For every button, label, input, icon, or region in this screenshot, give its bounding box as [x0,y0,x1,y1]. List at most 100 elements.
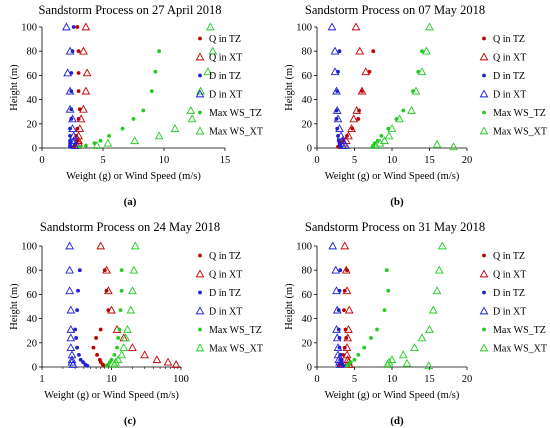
legend-marker [198,253,202,258]
y-axis-label: Height (m) [9,64,20,111]
data-point [417,67,427,76]
data-point [163,357,173,366]
data-point [154,131,164,140]
data-point [342,308,346,313]
legend-label: D in XT [209,307,242,318]
series-q-in-xt [340,241,354,368]
data-point [98,138,103,143]
legend-entry-d-in-tz: D in TZ [482,71,525,82]
series-max-ws-tz [345,268,391,368]
data-point [92,141,102,149]
data-point [383,360,392,368]
chart-panel-2: Sandstorm Process on 07 May 2018 0 20 40 60 8… [284,3,547,208]
legend-marker [195,126,205,135]
x-axis-label: Weight (g) or Wind Speed (m/s) [44,390,179,401]
series-d-in-xt [65,241,78,368]
x-tick-label: 10 [387,155,398,166]
legend-marker [198,110,202,115]
data-point [66,305,76,314]
y-tick-label: 0 [307,144,312,155]
data-point [94,336,98,340]
data-point [110,360,119,368]
data-point [157,49,162,54]
data-point [96,241,106,250]
series-d-in-tz [334,49,343,149]
data-point [65,86,75,95]
data-point [66,333,76,342]
legend-marker [195,269,205,278]
x-tick-label: 15 [424,155,435,166]
data-point [117,327,122,332]
y-tick-label: 40 [302,314,313,325]
data-point [401,108,406,113]
data-point [76,71,81,75]
data-point [332,333,342,342]
y-tick-label: 100 [296,242,312,253]
series-max-ws-xt [432,139,458,151]
series-max-ws-tz [104,268,124,368]
legend-marker [198,36,202,41]
data-point [332,305,342,314]
data-point [131,117,136,121]
data-point [121,333,131,342]
data-point [332,105,342,114]
data-point [331,265,341,274]
data-point [187,114,197,123]
data-point [205,22,215,31]
x-tick-label: 5 [352,374,357,385]
data-point [153,69,158,74]
data-point [424,361,434,370]
chart-title: Sandstorm Process on 31 May 2018 [305,220,485,234]
legend-marker [482,110,486,115]
data-point [387,355,397,364]
data-point [208,46,218,55]
data-point [76,89,81,94]
data-point [70,141,80,149]
data-point [362,345,367,350]
y-tick-label: 20 [27,338,38,349]
legend-label: Max WS_TZ [493,108,546,119]
legend-label: D in TZ [493,288,525,299]
data-point [328,241,338,250]
data-point [386,288,391,293]
y-tick-label: 40 [302,95,313,106]
series-max-ws-xt [383,241,447,368]
data-point [360,89,364,94]
data-point [340,241,350,250]
data-point [82,68,92,77]
y-tick-label: 40 [27,95,38,106]
x-tick-label: 5 [352,155,357,166]
x-tick-label: 0 [314,374,319,385]
legend-entry-q-in-xt: Q in XT [479,52,526,64]
y-tick-label: 80 [302,47,313,58]
data-point [141,108,146,113]
legend-entry-q-in-xt: Q in XT [195,52,242,64]
data-point [65,265,75,274]
data-point [98,327,103,332]
data-point [356,117,361,121]
legend-label: Q in XT [209,53,242,64]
legend-label: Q in XT [493,270,526,281]
data-point [120,126,125,131]
legend-label: Max WS_TZ [209,108,262,119]
data-point [398,350,408,359]
data-point [103,286,113,295]
data-point [371,49,376,54]
x-axis-label: Weight (g) or Wind Speed (m/s) [325,390,460,401]
data-point [382,308,387,313]
y-tick-label: 20 [302,338,313,349]
data-point [348,360,353,365]
legend-marker [482,36,486,41]
data-point [434,265,444,274]
legend-label: Max WS_XT [209,127,263,138]
data-point [342,286,352,295]
legend-label: D in XT [493,90,526,101]
legend-entry-max-ws-xt: Max WS_XT [195,126,263,138]
data-point [85,363,90,368]
legend-marker [198,73,202,78]
legend-label: Max WS_XT [493,127,547,138]
data-point [380,136,389,145]
y-tick-label: 100 [21,23,37,34]
data-point [332,324,341,333]
series-q-in-xt [96,241,181,368]
